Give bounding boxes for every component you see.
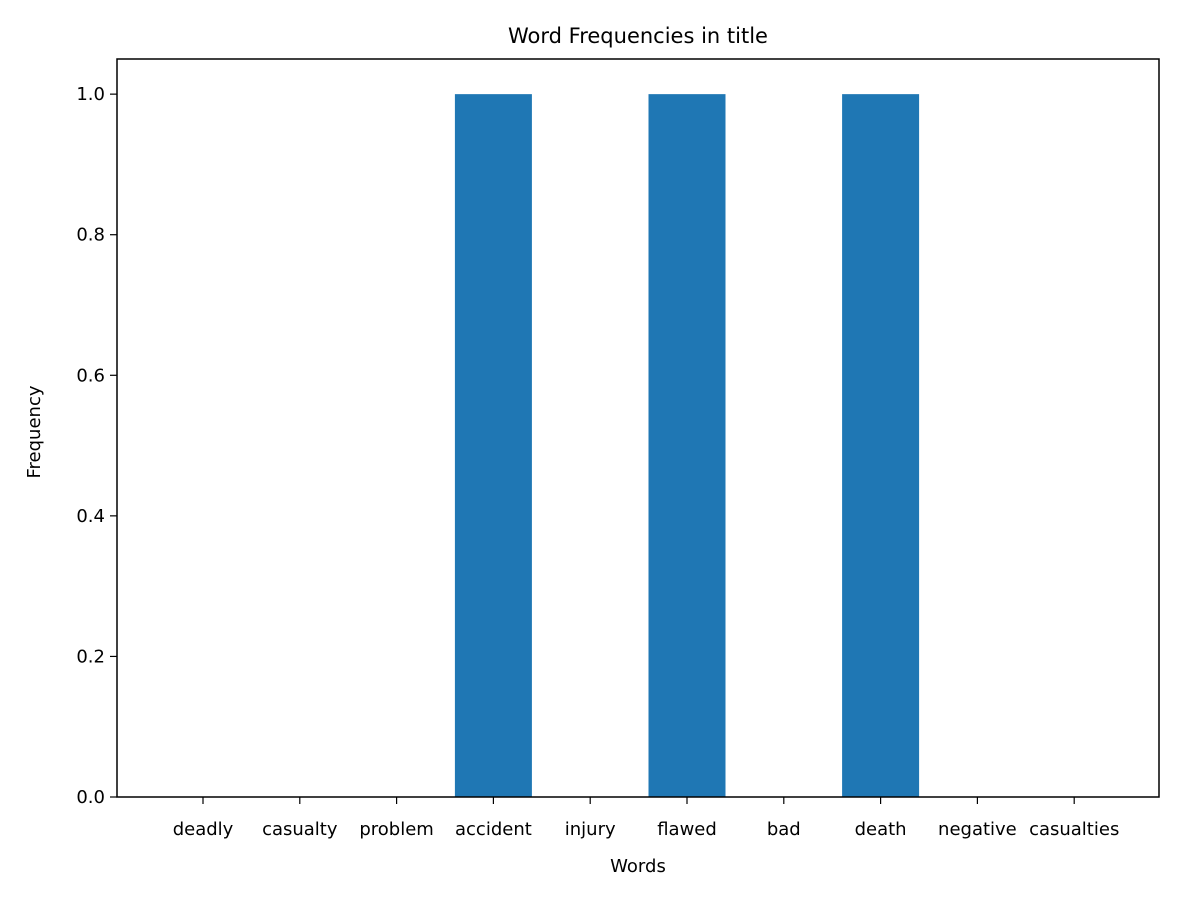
y-tick-label: 0.2	[76, 646, 105, 667]
bar-flawed	[648, 94, 726, 797]
bars-group	[454, 94, 920, 797]
x-axis-label: Words	[610, 856, 666, 877]
x-tick-label: injury	[565, 819, 616, 840]
y-tick-label: 0.4	[76, 506, 105, 527]
y-axis: 0.0 0.2 0.4 0.6 0.8 1.0	[76, 84, 117, 808]
x-tick-label: deadly	[173, 819, 234, 840]
x-tick-label: problem	[359, 819, 433, 840]
y-tick-label: 0.8	[76, 225, 105, 246]
x-tick-label: bad	[767, 819, 801, 840]
x-tick-label: negative	[938, 819, 1017, 840]
x-tick-label: flawed	[657, 819, 717, 840]
y-tick-label: 0.0	[76, 787, 105, 808]
x-axis: deadly casualty problem accident injury flawe…	[173, 797, 1119, 840]
x-tick-label: accident	[455, 819, 532, 840]
axes-frame	[116, 58, 1160, 798]
x-tick-label: casualties	[1029, 819, 1119, 840]
x-tick-label: death	[855, 819, 907, 840]
chart-title: Word Frequencies in title	[508, 24, 768, 48]
bar-accident	[454, 94, 532, 797]
x-tick-label: casualty	[262, 819, 338, 840]
bar-death	[842, 94, 920, 797]
y-tick-label: 1.0	[76, 84, 105, 105]
y-tick-label: 0.6	[76, 365, 105, 386]
y-axis-label: Frequency	[24, 385, 45, 478]
